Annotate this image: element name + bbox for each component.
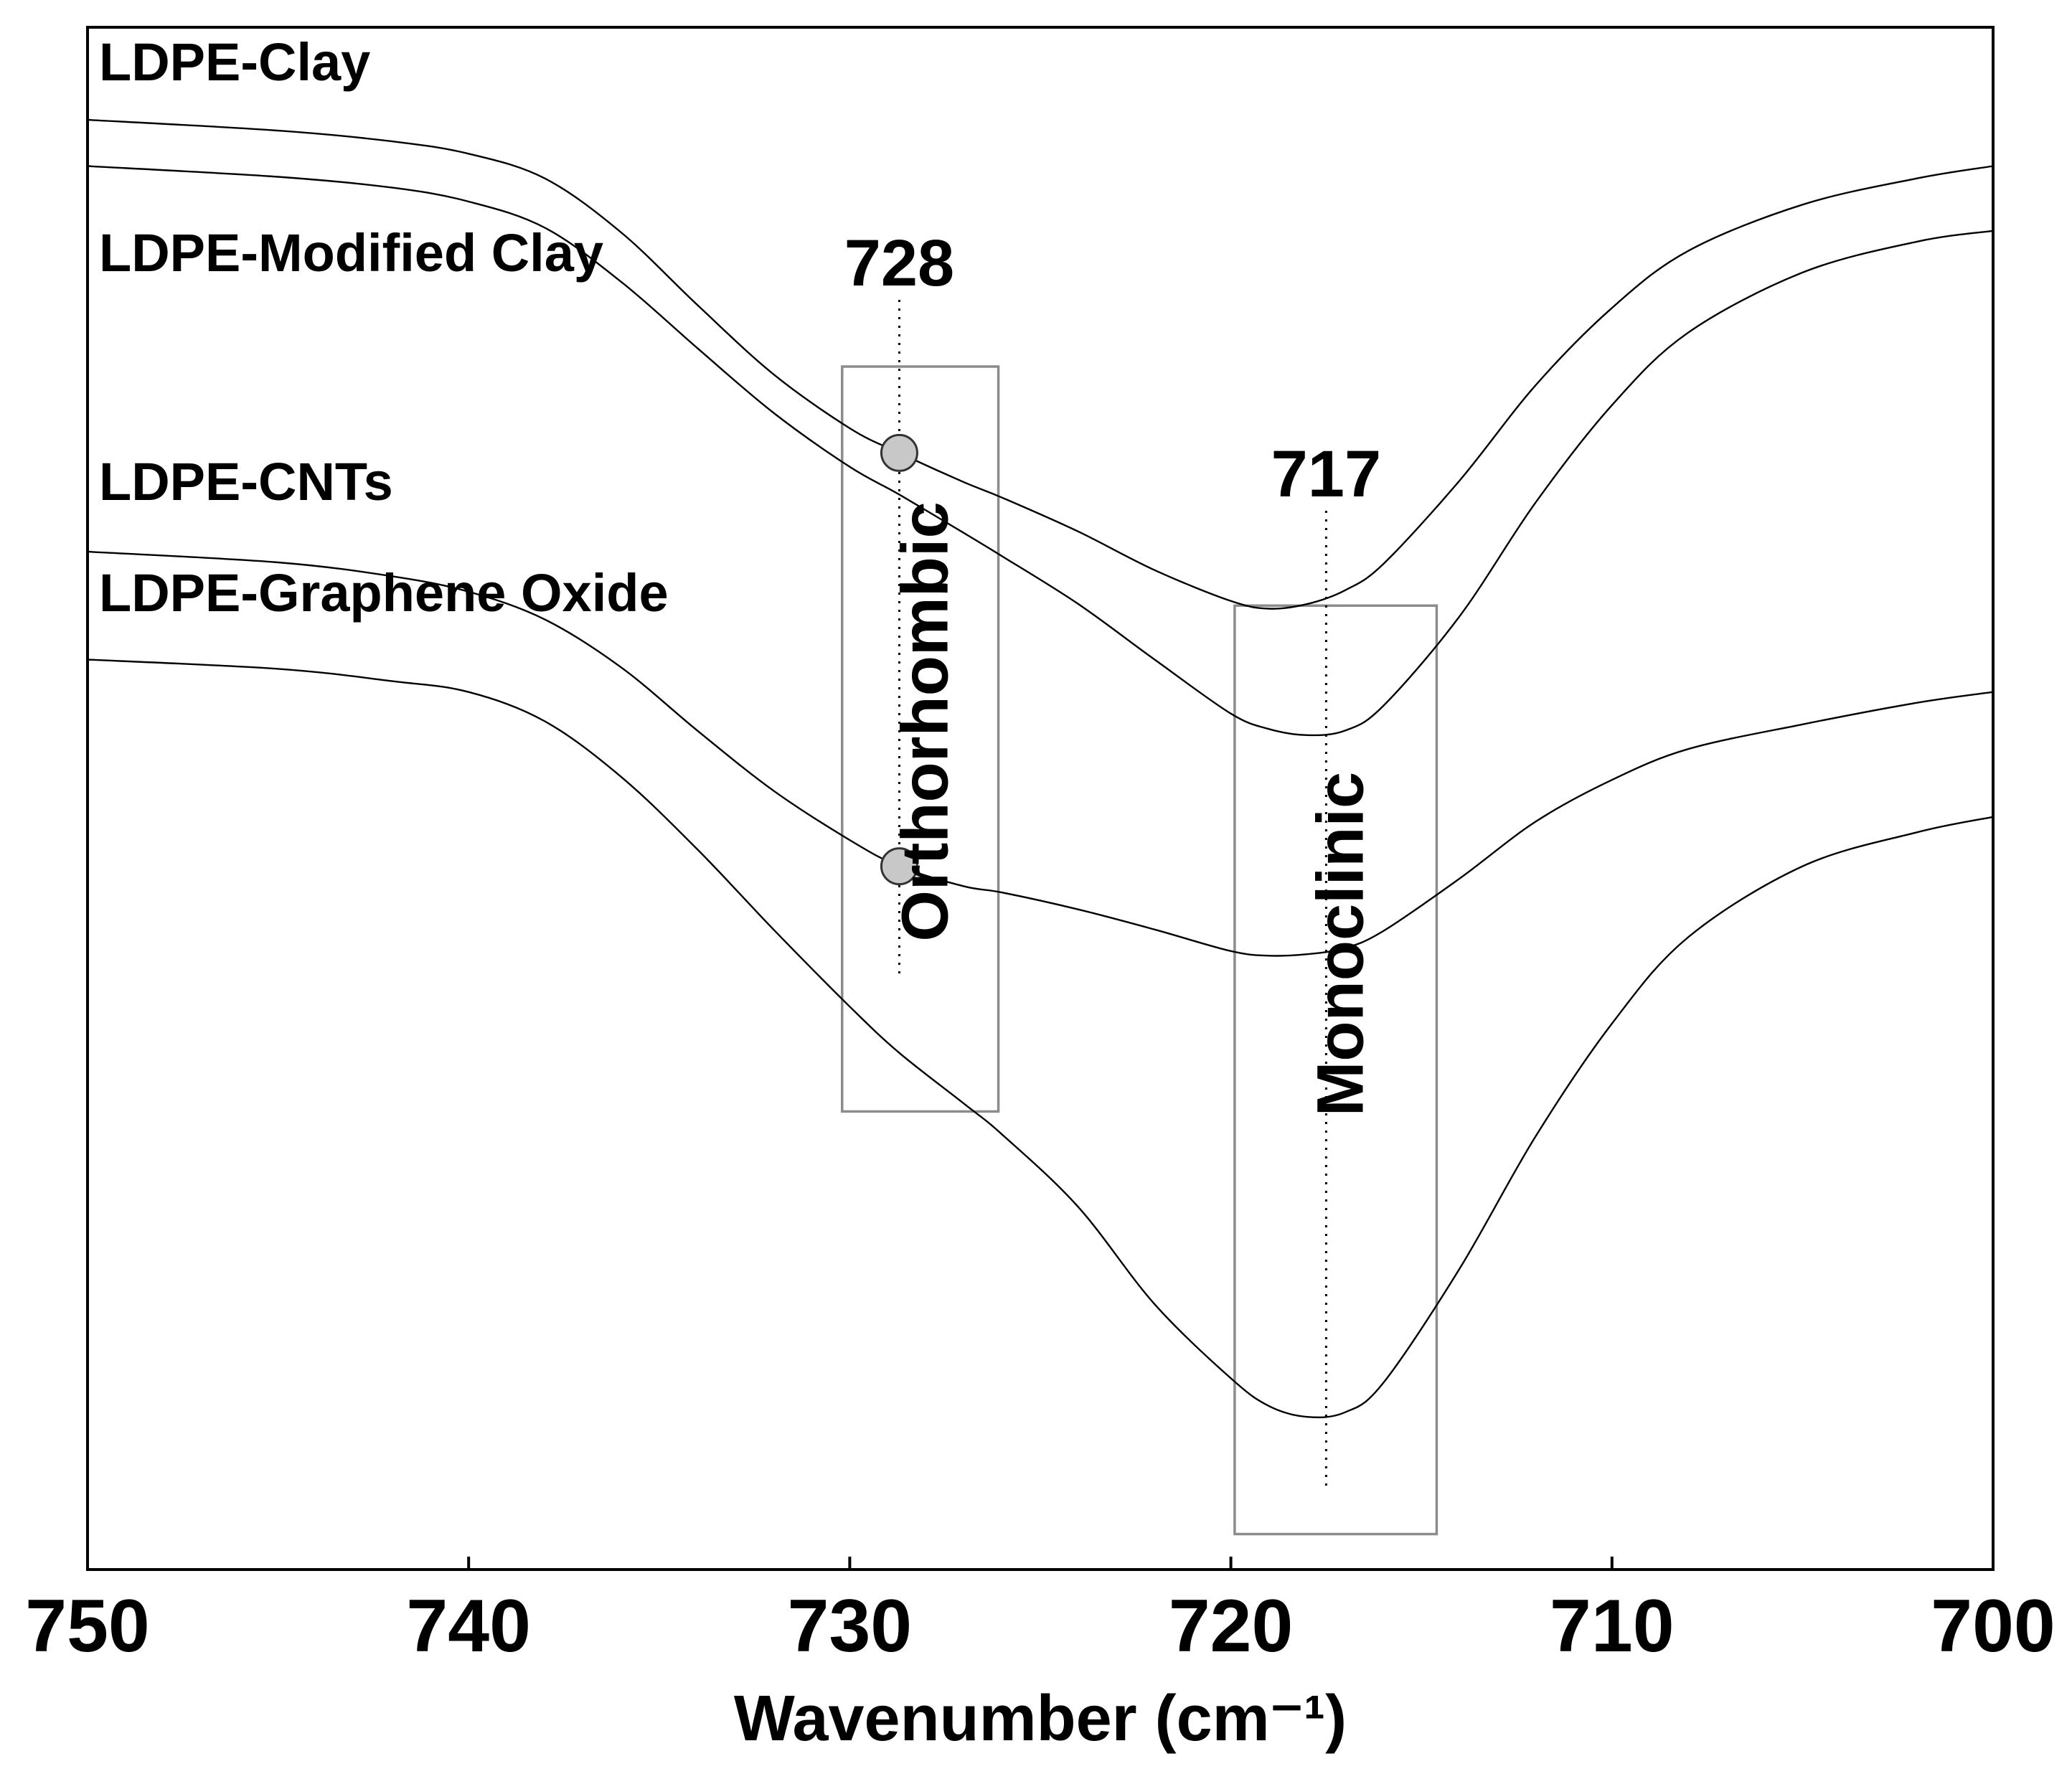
regions-layer bbox=[841, 365, 1438, 1536]
peak-label-717: 717 bbox=[1271, 438, 1382, 511]
series-labels-layer: LDPE-Clay LDPE-Modified Clay LDPE-CNTs LDPE… bbox=[99, 32, 669, 623]
series-line-ldpe-modified-clay bbox=[87, 165, 1994, 737]
region-label-orthorhombic: Orthorhombic bbox=[889, 501, 962, 941]
x-tick-label-710: 710 bbox=[1550, 1585, 1675, 1668]
region-box-monoclinic bbox=[1233, 604, 1438, 1536]
marker-ldpe-cnts bbox=[880, 847, 918, 886]
x-tick-label-740: 740 bbox=[406, 1585, 531, 1668]
x-tick-label-720: 720 bbox=[1169, 1585, 1294, 1668]
peak-lines-layer: 728 717 bbox=[844, 227, 1381, 1486]
x-axis-title: Wavenumber (cm⁻¹) bbox=[734, 1683, 1347, 1755]
curves-layer bbox=[87, 118, 1994, 1419]
series-line-ldpe-cnts bbox=[87, 550, 1994, 957]
markers-layer bbox=[880, 433, 918, 886]
x-ticks-layer: 750 740 730 720 710 700 bbox=[25, 1557, 2055, 1668]
marker-ldpe-clay bbox=[880, 433, 918, 472]
region-box-orthorhombic bbox=[841, 365, 1000, 1113]
series-label-ldpe-cnts: LDPE-CNTs bbox=[99, 452, 393, 511]
region-label-monoclinic: Monoclinic bbox=[1304, 772, 1378, 1116]
x-tick-label-700: 700 bbox=[1931, 1585, 2055, 1668]
series-line-ldpe-clay bbox=[87, 118, 1994, 610]
plot-frame bbox=[86, 26, 1995, 1571]
series-line-ldpe-graphene-oxide bbox=[87, 659, 1994, 1419]
series-label-ldpe-modified-clay: LDPE-Modified Clay bbox=[99, 223, 603, 283]
series-label-ldpe-graphene-oxide: LDPE-Graphene Oxide bbox=[99, 563, 669, 623]
peak-label-728: 728 bbox=[844, 227, 955, 300]
x-tick-label-750: 750 bbox=[25, 1585, 150, 1668]
series-label-ldpe-clay: LDPE-Clay bbox=[99, 32, 370, 92]
x-tick-label-730: 730 bbox=[788, 1585, 913, 1668]
